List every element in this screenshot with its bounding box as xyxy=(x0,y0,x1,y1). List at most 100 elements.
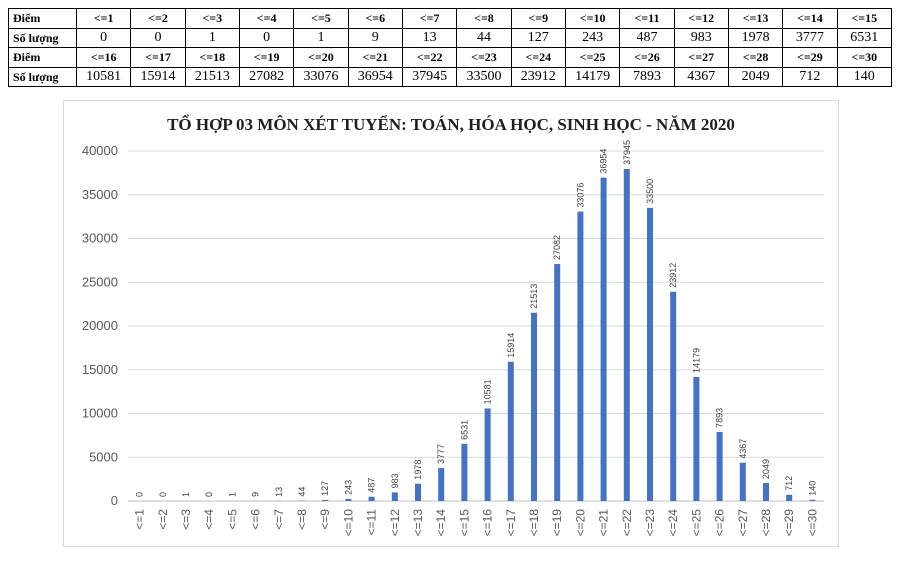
table-header-cell: <=13 xyxy=(727,8,784,29)
bar xyxy=(391,492,398,501)
table-header-cell: <=10 xyxy=(564,8,621,29)
table-header-cell: <=9 xyxy=(510,8,566,29)
table-header-cell: <=26 xyxy=(619,47,675,68)
x-tick-label: <=27 xyxy=(736,509,750,537)
table-header-cell: <=30 xyxy=(836,47,893,68)
y-tick-label: 20000 xyxy=(82,318,118,333)
table-cell: 0 xyxy=(130,27,186,48)
data-label: 23912 xyxy=(668,263,678,288)
bar xyxy=(809,499,816,501)
table-cell: 37945 xyxy=(401,66,458,87)
bar xyxy=(716,431,723,501)
data-label: 21513 xyxy=(529,284,539,309)
data-label: 27082 xyxy=(552,235,562,260)
data-label: 9 xyxy=(251,492,261,497)
x-tick-label: <=4 xyxy=(202,509,216,530)
table-cell: 10581 xyxy=(75,66,132,87)
data-label: 13 xyxy=(274,487,284,497)
table-header-cell: <=22 xyxy=(401,47,458,68)
x-tick-label: <=25 xyxy=(689,509,703,537)
bar xyxy=(763,483,769,501)
x-tick-label: <=18 xyxy=(527,509,541,537)
table-cell: 27082 xyxy=(238,66,295,87)
y-tick-label: 35000 xyxy=(82,187,118,202)
data-label: 1978 xyxy=(413,460,423,480)
table-cell: 21513 xyxy=(184,66,240,87)
bar xyxy=(484,408,491,501)
bar xyxy=(647,207,653,501)
table-header-label: Điểm xyxy=(8,47,77,68)
data-label: 33076 xyxy=(575,183,585,208)
data-label: 2049 xyxy=(761,459,771,479)
table-header-cell: <=18 xyxy=(184,47,240,68)
bar xyxy=(693,376,700,501)
data-label: 37945 xyxy=(622,140,632,165)
bar xyxy=(415,483,421,501)
bar xyxy=(600,177,607,501)
x-tick-label: <=30 xyxy=(805,509,819,537)
x-tick-label: <=2 xyxy=(156,509,170,530)
score-table: Điểm <=1 <=2 <=3 <=4 <=5 <=6 <=7 <=8 <=9 <=10 <=11 <… xyxy=(8,8,893,87)
table-cell: 983 xyxy=(673,27,729,48)
data-label: 3777 xyxy=(436,444,446,464)
table-row: Số lượng 10581 15914 21513 27082 33076 36954 37… xyxy=(8,66,893,87)
data-label: 44 xyxy=(297,487,307,497)
y-tick-label: 15000 xyxy=(82,362,118,377)
y-tick-label: 30000 xyxy=(82,231,118,246)
score-table-body: Điểm <=1 <=2 <=3 <=4 <=5 <=6 <=7 <=8 <=9 <=10 <=11 <… xyxy=(8,8,893,87)
table-header-label: Điểm xyxy=(8,8,77,29)
x-tick-label: <=16 xyxy=(481,509,495,537)
table-cell: 33076 xyxy=(293,66,349,87)
table-header-cell: <=8 xyxy=(456,8,512,29)
bar xyxy=(438,467,445,501)
x-tick-label: <=21 xyxy=(597,509,611,537)
table-header-cell: <=2 xyxy=(130,8,186,29)
table-cell: 6531 xyxy=(836,27,893,48)
bar xyxy=(531,312,537,501)
table-header-cell: <=19 xyxy=(238,47,295,68)
bar xyxy=(670,291,677,501)
x-tick-label: <=9 xyxy=(318,509,332,530)
x-tick-label: <=24 xyxy=(666,509,680,537)
data-label: 712 xyxy=(784,476,794,491)
data-label: 6531 xyxy=(459,420,469,440)
y-axis-ticks: 0 5000 10000 15000 20000 25000 30000 35000 40000 xyxy=(82,143,118,508)
x-tick-label: <=8 xyxy=(295,509,309,530)
table-header-cell: <=11 xyxy=(619,8,675,29)
gridlines xyxy=(128,150,824,502)
x-tick-label: <=29 xyxy=(782,509,796,537)
y-tick-label: 25000 xyxy=(82,274,118,289)
table-header-cell: <=24 xyxy=(510,47,566,68)
data-label: 4367 xyxy=(738,439,748,459)
table-cell: 15914 xyxy=(130,66,186,87)
data-label: 983 xyxy=(390,473,400,488)
table-cell: 33500 xyxy=(456,66,512,87)
data-label: 36954 xyxy=(599,149,609,174)
table-header-cell: <=12 xyxy=(673,8,729,29)
table-header-cell: <=14 xyxy=(782,8,838,29)
x-tick-label: <=11 xyxy=(365,509,379,536)
bar xyxy=(554,264,561,501)
x-tick-label: <=28 xyxy=(759,509,773,537)
x-tick-label: <=7 xyxy=(272,509,286,530)
y-tick-label: 40000 xyxy=(82,143,118,158)
x-tick-label: <=12 xyxy=(388,509,402,537)
x-tick-label: <=13 xyxy=(411,509,425,537)
x-tick-label: <=20 xyxy=(573,509,587,537)
data-label: 127 xyxy=(320,481,330,496)
table-row: Số lượng 0 0 1 0 1 9 13 44 127 243 487 983 1978 3777 65… xyxy=(8,27,893,48)
data-label: 15914 xyxy=(506,333,516,358)
data-labels: 0 0 1 0 1 9 13 44 127 243 487 983 1978 3777 6531 10581 1… xyxy=(135,140,818,497)
data-label: 1 xyxy=(181,492,191,497)
table-cell: 9 xyxy=(347,27,403,48)
table-header-row: Điểm <=16 <=17 <=18 <=19 <=20 <=21 <=22 <=23 <=24… xyxy=(8,47,893,68)
table-cell: 0 xyxy=(238,27,295,48)
table-cell: 1 xyxy=(293,27,349,48)
table-header-cell: <=29 xyxy=(782,47,838,68)
table-header-cell: <=27 xyxy=(673,47,729,68)
bar xyxy=(739,462,746,501)
x-tick-label: <=1 xyxy=(133,509,147,530)
table-cell: 1978 xyxy=(727,27,784,48)
x-tick-label: <=3 xyxy=(179,509,193,530)
table-cell: 3777 xyxy=(782,27,838,48)
